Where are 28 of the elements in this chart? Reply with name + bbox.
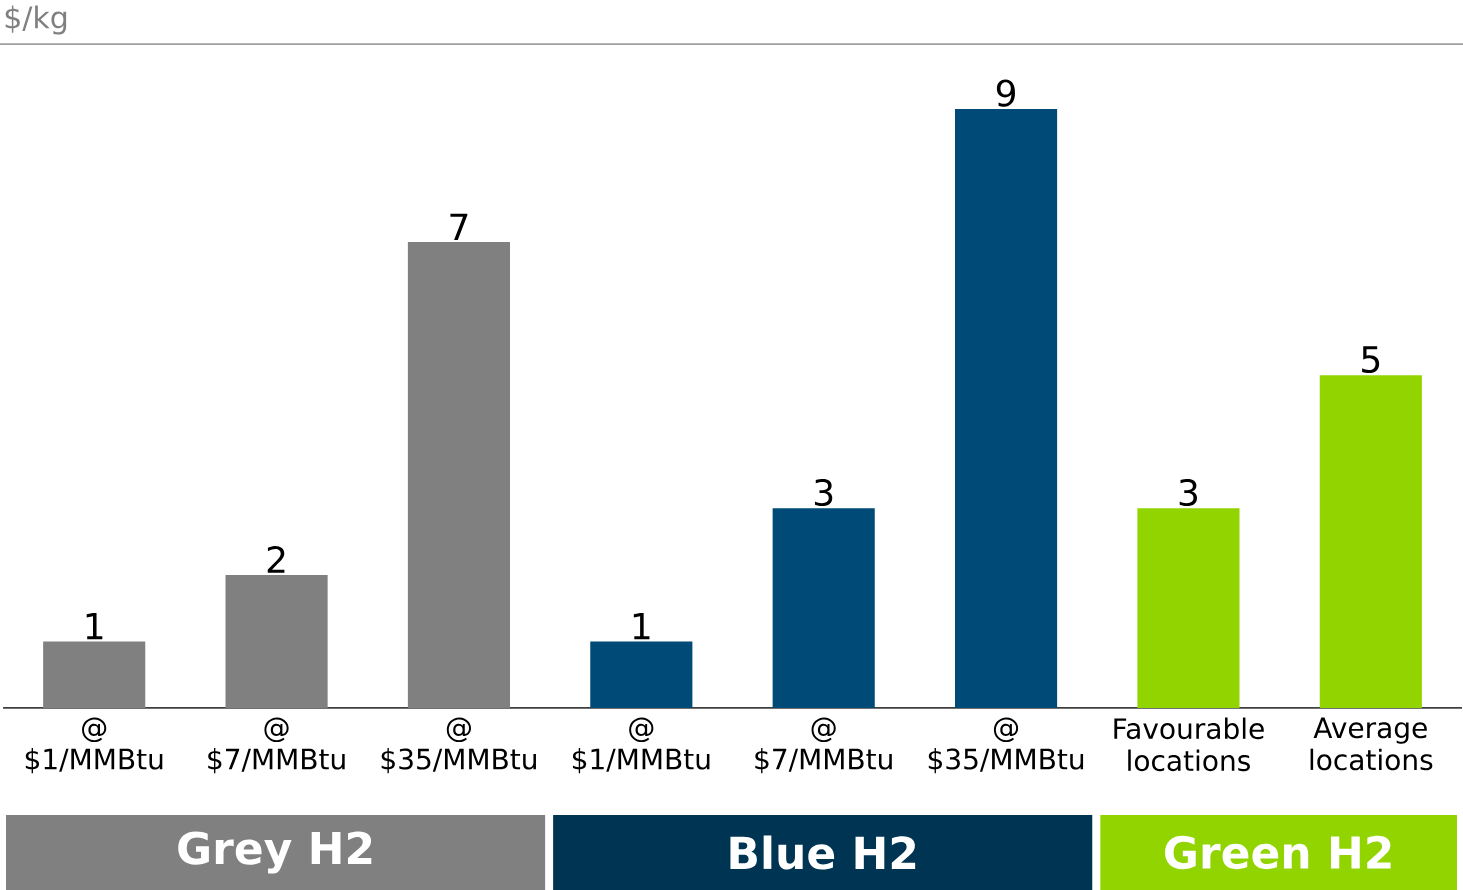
bar: [225, 574, 328, 708]
x-tick-label: @ $35/MMBtu: [928, 717, 1084, 774]
x-tick-label: @ $1/MMBtu: [25, 717, 163, 774]
data-label: 7: [450, 213, 468, 240]
data-label: 5: [1362, 346, 1380, 373]
y-axis-title: $/kg: [5, 5, 67, 35]
x-tick-label: @ $35/MMBtu: [381, 717, 536, 774]
text: Grey H2: [178, 831, 372, 874]
x-tick-label: Average locations: [1310, 717, 1433, 771]
bar: [1137, 508, 1240, 708]
bar: [590, 641, 693, 708]
bar: [43, 641, 146, 708]
x-tick-label: @ $7/MMBtu: [755, 717, 892, 774]
x-tick-label: Favourable locations: [1114, 717, 1264, 772]
x-tick-label: @ $7/MMBtu: [208, 717, 345, 774]
bar: [955, 108, 1058, 708]
data-label: 3: [1179, 478, 1197, 507]
bar: [407, 242, 511, 708]
x-tick-label: @ $1/MMBtu: [572, 717, 710, 774]
data-label: 9: [996, 79, 1015, 107]
bar: [1319, 375, 1422, 708]
data-label: 1: [633, 612, 650, 640]
text: Blue H2: [730, 835, 916, 870]
text: Green H2: [1165, 835, 1391, 870]
data-label: 3: [814, 478, 833, 507]
bar: [772, 508, 875, 708]
data-label: 1: [86, 612, 103, 640]
data-label: 2: [267, 545, 285, 573]
